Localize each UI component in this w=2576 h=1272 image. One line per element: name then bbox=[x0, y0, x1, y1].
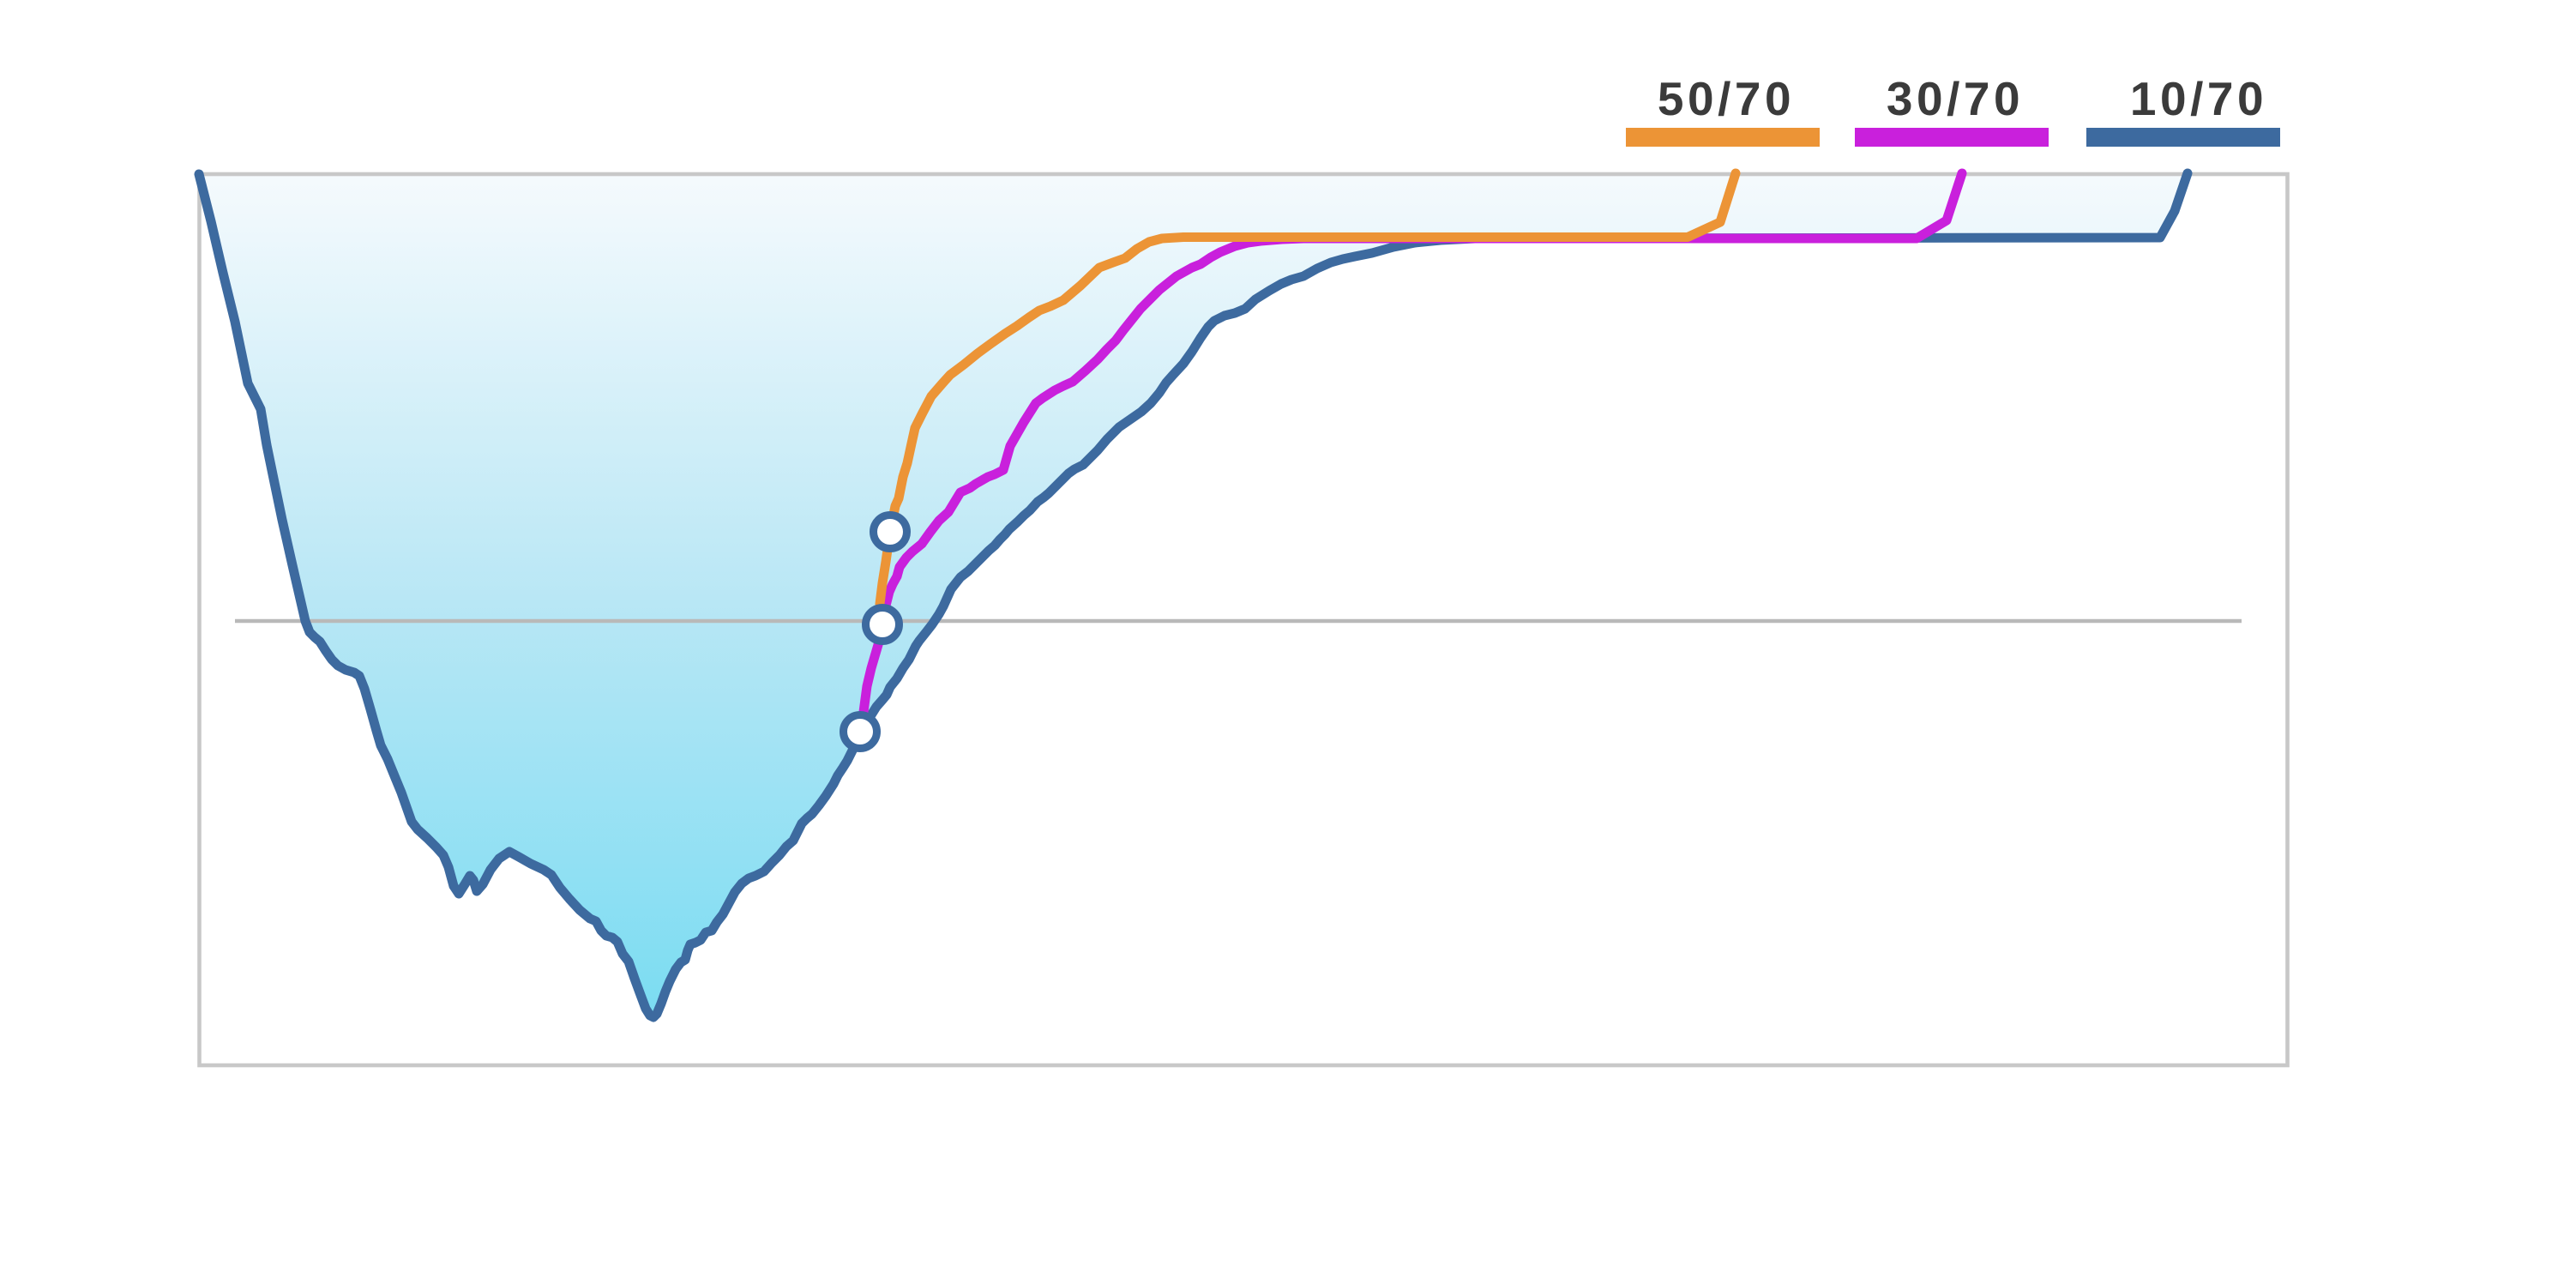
svg-text:30/70: 30/70 bbox=[1887, 72, 2024, 125]
svg-text:50/70: 50/70 bbox=[1658, 72, 1795, 125]
svg-text:10/70: 10/70 bbox=[2130, 72, 2267, 125]
